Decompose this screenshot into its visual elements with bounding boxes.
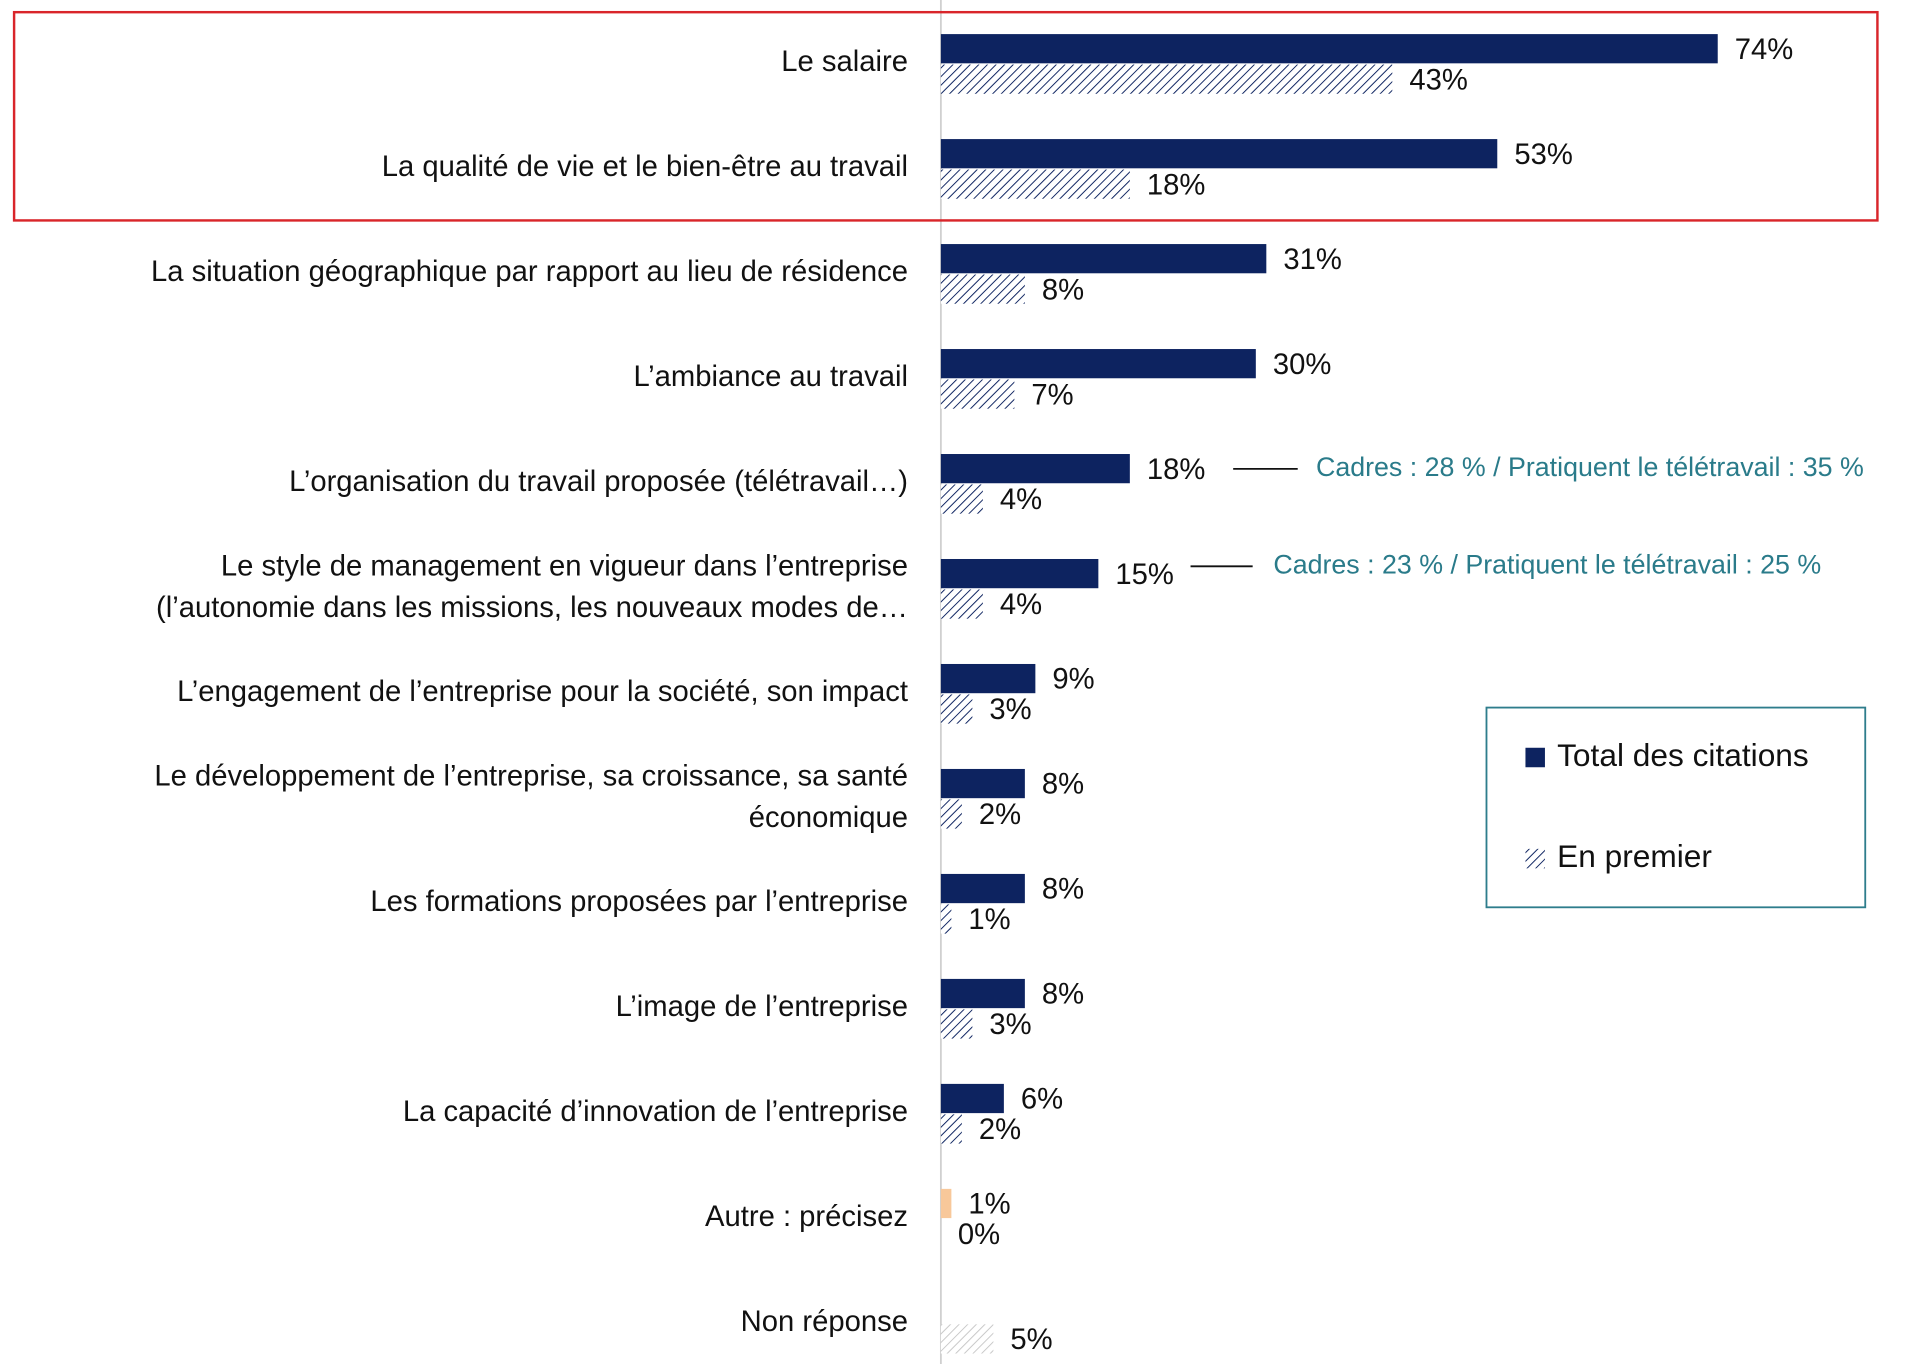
value-label: 9% — [1052, 664, 1094, 696]
bar — [940, 349, 1256, 379]
legend-swatch — [1525, 747, 1545, 768]
value-label: 4% — [1000, 484, 1042, 516]
legend-swatch — [1525, 848, 1545, 869]
value-label: 18% — [1147, 454, 1205, 486]
value-label: 0% — [958, 1219, 1000, 1251]
category-label: La capacité d’innovation de l’entreprise — [403, 1096, 908, 1128]
value-label: 43% — [1409, 64, 1467, 96]
legend-box — [1485, 706, 1867, 909]
annotation: Cadres : 23 % / Pratiquent le télétravai… — [1273, 549, 1821, 579]
bar — [940, 978, 1025, 1009]
bar — [940, 1083, 1004, 1114]
bar — [940, 694, 973, 724]
value-label: 1% — [968, 1189, 1010, 1221]
category-label: L’ambiance au travail — [634, 361, 909, 393]
value-label: 1% — [968, 904, 1010, 936]
bar — [940, 64, 1393, 94]
bar — [940, 1114, 962, 1144]
value-label: 30% — [1273, 349, 1331, 381]
value-label: 8% — [1042, 979, 1084, 1011]
bar — [940, 484, 983, 514]
value-label: 8% — [1042, 769, 1084, 801]
bar — [940, 663, 1036, 694]
bar — [940, 454, 1130, 484]
category-label: Le salaire — [781, 46, 908, 78]
bar — [940, 1324, 994, 1354]
value-label: 4% — [1000, 589, 1042, 621]
category-label: La qualité de vie et le bien-être au tra… — [382, 151, 908, 183]
bar — [940, 379, 1015, 409]
legend-label: En premier — [1557, 838, 1712, 874]
value-label: 31% — [1283, 244, 1341, 276]
bar — [940, 244, 1267, 274]
bar — [940, 873, 1025, 904]
value-label: 6% — [1021, 1084, 1063, 1116]
highlight-box — [12, 10, 1879, 222]
category-label: Autre : précisez — [705, 1201, 908, 1233]
bar — [940, 1188, 952, 1219]
bar — [940, 589, 983, 619]
value-label: 2% — [979, 799, 1021, 831]
category-label: La situation géographique par rapport au… — [151, 256, 908, 288]
category-label: L’organisation du travail proposée (télé… — [289, 466, 908, 498]
bar — [940, 558, 1099, 589]
value-label: 5% — [1010, 1324, 1052, 1356]
category-label: Le développement de l’entreprise, sa cro… — [154, 760, 908, 833]
value-label: 7% — [1031, 379, 1073, 411]
value-label: 15% — [1115, 559, 1173, 591]
value-label: 3% — [989, 694, 1031, 726]
value-label: 2% — [979, 1114, 1021, 1146]
bar — [940, 904, 952, 934]
category-label: Non réponse — [741, 1306, 908, 1338]
bar — [940, 1009, 973, 1039]
bar — [940, 34, 1718, 64]
value-label: 8% — [1042, 274, 1084, 306]
value-label: 8% — [1042, 874, 1084, 906]
value-label: 74% — [1735, 34, 1793, 66]
bar — [940, 799, 962, 829]
category-label: L’engagement de l’entreprise pour la soc… — [177, 676, 908, 708]
annotation: Cadres : 28 % / Pratiquent le télétravai… — [1316, 452, 1864, 482]
bar — [940, 768, 1025, 799]
bar — [940, 169, 1130, 199]
bar — [940, 139, 1498, 169]
category-label: L’image de l’entreprise — [616, 991, 908, 1023]
category-label: Le style de management en vigueur dans l… — [156, 550, 908, 623]
bar — [940, 274, 1025, 304]
value-label: 18% — [1147, 169, 1205, 201]
value-label: 53% — [1514, 139, 1572, 171]
value-label: 3% — [989, 1009, 1031, 1041]
legend-label: Total des citations — [1557, 737, 1809, 773]
category-label: Les formations proposées par l’entrepris… — [370, 886, 908, 918]
